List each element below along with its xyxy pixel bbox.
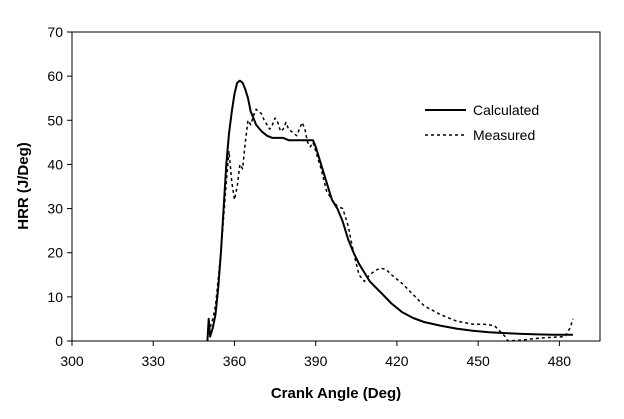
y-tick-label: 0 xyxy=(55,333,63,349)
y-tick-label: 30 xyxy=(47,201,63,217)
y-tick-label: 40 xyxy=(47,156,63,172)
x-axis-ticks: 300 330 360 390 420 450 480 xyxy=(60,341,571,369)
x-tick-label: 420 xyxy=(385,353,409,369)
plot-border xyxy=(71,31,601,342)
series-line-calculated xyxy=(206,79,573,342)
x-tick-label: 390 xyxy=(304,353,328,369)
series-line-measured xyxy=(206,108,574,342)
y-tick-label: 10 xyxy=(47,289,63,305)
x-tick-label: 450 xyxy=(466,353,490,369)
y-tick-label: 50 xyxy=(47,112,63,128)
x-axis-title: Crank Angle (Deg) xyxy=(271,385,401,402)
x-tick-label: 360 xyxy=(223,353,247,369)
x-tick-label: 330 xyxy=(142,353,166,369)
y-tick-label: 60 xyxy=(47,68,63,84)
legend-label-measured: Measured xyxy=(473,127,535,143)
series-group xyxy=(206,79,574,342)
y-tick-label: 20 xyxy=(47,245,63,261)
y-axis-ticks: 0 10 20 30 40 50 60 70 xyxy=(47,24,72,349)
x-tick-label: 300 xyxy=(60,353,84,369)
legend: Calculated Measured xyxy=(425,102,539,143)
y-axis-title: HRR (J/Deg) xyxy=(15,142,32,230)
x-tick-label: 480 xyxy=(548,353,572,369)
plot-area xyxy=(71,31,601,342)
legend-label-calculated: Calculated xyxy=(473,102,539,118)
y-tick-label: 70 xyxy=(47,24,63,40)
